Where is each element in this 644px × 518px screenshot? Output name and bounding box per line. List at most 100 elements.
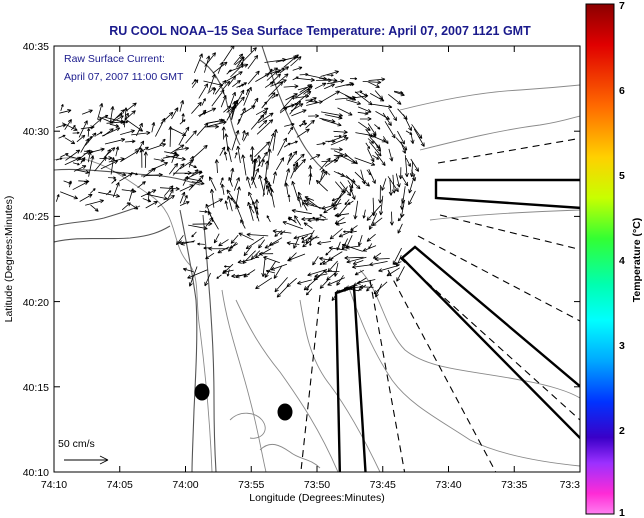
current-vector-arrow [246, 232, 269, 237]
current-vector-arrow [392, 247, 402, 265]
current-vector-arrow [237, 258, 253, 264]
current-vector-arrow [231, 130, 240, 151]
current-vector-arrow [327, 260, 338, 273]
current-vector-arrow [223, 151, 228, 161]
current-vector-arrow [408, 190, 416, 206]
current-vector-arrow [137, 181, 146, 189]
current-vector-arrow [306, 97, 317, 104]
map-plot-area [54, 46, 580, 472]
current-vector-arrow [374, 90, 384, 100]
x-tick-labels: 74:10 74:05 74:00 73:55 73:50 73:45 73:4… [41, 479, 580, 491]
current-vector-arrow [188, 224, 208, 231]
current-vector-arrow [224, 265, 231, 268]
current-vector-arrow [269, 73, 281, 85]
current-vector-arrow [279, 66, 290, 74]
current-vector-arrow [397, 130, 405, 145]
current-vector-arrow [182, 175, 189, 186]
current-vector-arrow [345, 154, 358, 165]
current-vector-arrow [60, 104, 64, 112]
current-vector-arrow [234, 56, 245, 66]
current-vector-arrow [320, 169, 325, 181]
current-vector-arrow [100, 114, 109, 119]
current-vector-arrow [164, 185, 174, 196]
current-vector-arrow [182, 267, 194, 273]
colorbar-tick-label: 5 [619, 170, 625, 182]
current-vector-arrow [368, 77, 386, 82]
current-vector-arrow [127, 201, 139, 210]
current-vector-arrow [214, 79, 227, 95]
current-vector-arrow [354, 269, 364, 276]
current-vector-arrow [188, 175, 204, 191]
current-vector-arrow [197, 242, 205, 246]
current-vector-arrow [137, 140, 145, 152]
current-vector-arrow [104, 138, 126, 145]
current-vector-arrow [372, 252, 382, 259]
current-vector-arrow [76, 134, 86, 143]
current-vector-arrow [287, 152, 293, 166]
current-vector-arrow [382, 136, 389, 145]
current-vector-arrow [335, 82, 354, 88]
current-vector-arrow [294, 153, 305, 164]
current-vector-arrow [353, 200, 359, 220]
colorbar-tick-label: 4 [619, 255, 625, 267]
current-vector-arrow [270, 79, 287, 87]
current-vector-arrow [286, 277, 297, 288]
current-vector-arrow [381, 178, 387, 191]
current-vector-arrow [294, 158, 306, 172]
current-vector-arrow [297, 191, 304, 203]
current-vector-arrow [354, 91, 373, 106]
colorbar [585, 3, 615, 515]
current-vector-arrow [362, 80, 382, 85]
current-vector-arrow [319, 278, 330, 289]
current-vector-arrow [272, 128, 278, 151]
current-vector-arrow [397, 223, 403, 234]
current-vector-arrow [58, 134, 66, 139]
current-vector-arrow [284, 168, 291, 186]
current-vector-arrow [308, 165, 313, 181]
current-vector-arrow [139, 146, 149, 153]
current-vector-arrow [235, 273, 247, 279]
current-vector-arrow [193, 53, 203, 74]
y-tick-labels: 40:35 40:30 40:25 40:20 40:15 40:10 [23, 41, 49, 479]
current-vector-arrow [191, 101, 202, 114]
current-vector-arrow [291, 208, 312, 215]
current-vector-arrow [357, 106, 372, 113]
current-vector-arrow [226, 104, 237, 121]
current-vector-arrow [330, 147, 343, 152]
current-vector-arrow [252, 158, 257, 181]
current-vector-arrow [358, 284, 367, 291]
current-vector-arrow [125, 110, 136, 120]
current-vector-arrow [98, 191, 120, 198]
current-vector-arrow [329, 228, 343, 240]
current-vector-arrow [359, 116, 372, 122]
current-vector-arrow [258, 174, 265, 195]
current-vector-arrow [124, 118, 144, 132]
current-vector-arrow [354, 157, 376, 166]
current-vector-arrow [344, 255, 364, 260]
current-vector-arrow [251, 200, 260, 222]
current-vector-arrow [266, 215, 271, 223]
x-tick-label: 74:00 [172, 479, 198, 491]
current-vector-arrow [75, 169, 90, 174]
current-vector-arrow [382, 112, 392, 127]
current-vector-arrow [60, 191, 78, 200]
current-vector-arrow [125, 102, 137, 112]
current-vector-arrow [366, 284, 373, 292]
current-vector-arrow [333, 153, 344, 158]
current-vector-arrow [368, 213, 378, 230]
current-vector-arrow [159, 138, 166, 146]
current-vector-arrow [335, 95, 356, 100]
current-vector-arrow [334, 217, 345, 225]
current-vector-arrow [264, 57, 287, 63]
current-vector-arrow [336, 275, 344, 286]
current-vector-arrow [305, 288, 313, 296]
current-vector-arrow [333, 130, 348, 135]
current-vector-arrow [316, 141, 326, 146]
current-vector-arrow [187, 269, 208, 279]
current-vector-arrow [147, 191, 151, 201]
current-vector-arrow [296, 128, 310, 138]
current-vector-arrow [64, 119, 72, 130]
colorbar-tick-label: 2 [619, 425, 625, 437]
current-vector-arrow [413, 128, 425, 147]
current-vector-arrow [241, 47, 257, 64]
